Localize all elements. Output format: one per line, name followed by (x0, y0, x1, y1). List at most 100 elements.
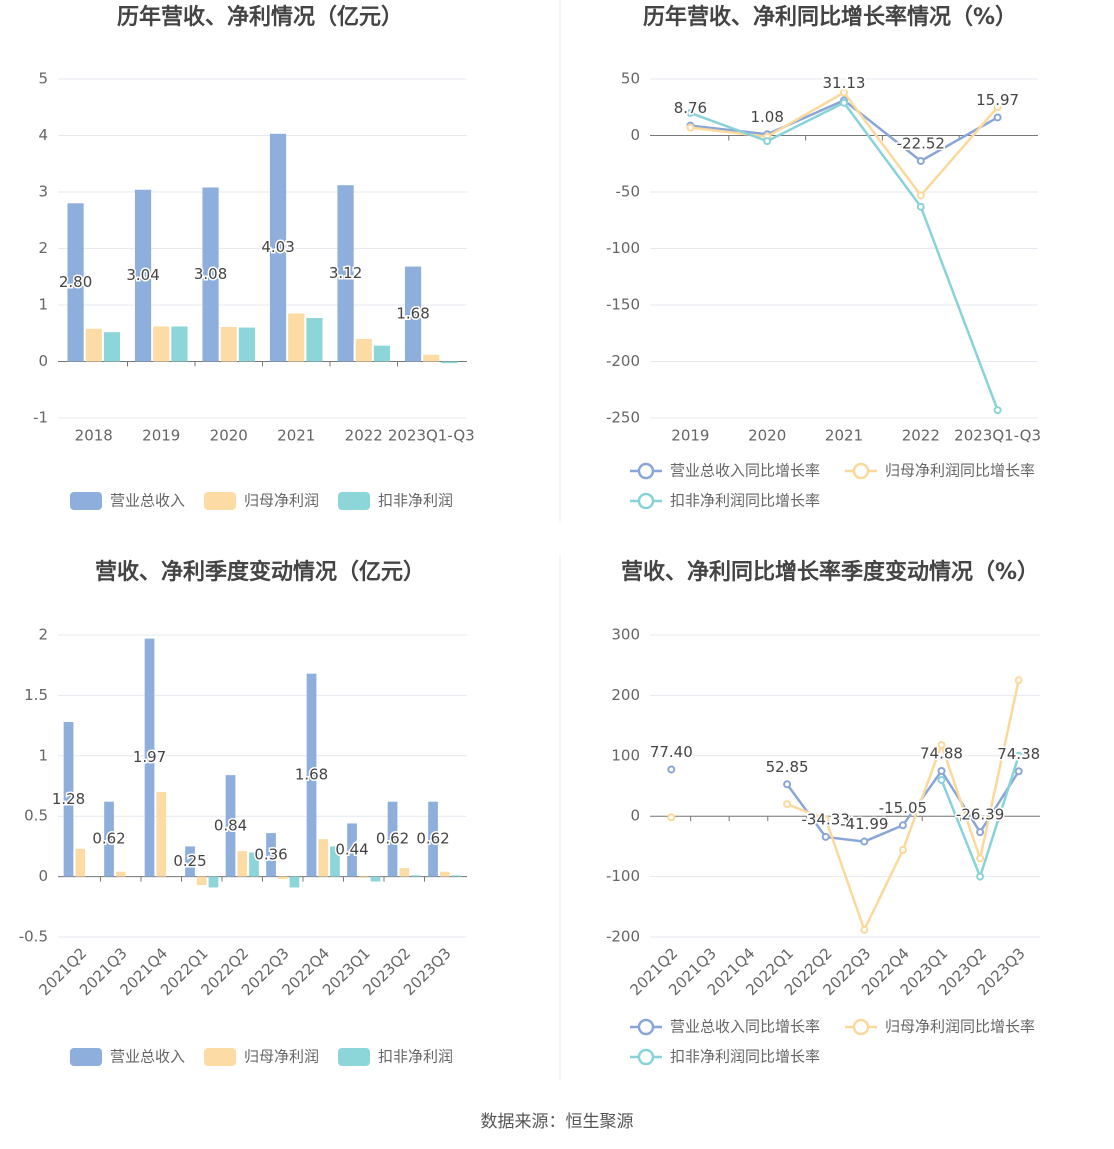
y-tick-label: 0 (630, 126, 640, 144)
data-label: 0.44 (335, 841, 368, 859)
point (993, 103, 1002, 112)
bar (171, 326, 188, 362)
data-label: 74.38 (997, 745, 1040, 763)
x-tick-label: 2018 (75, 427, 113, 445)
x-tick-label: 2021 (825, 427, 863, 445)
data-label: 1.68 (295, 766, 328, 784)
y-tick-label: 1 (38, 746, 48, 764)
bar (67, 203, 84, 362)
data-label: 2.80 (59, 273, 92, 291)
point (667, 813, 676, 822)
bar (337, 185, 354, 362)
x-tick-label: 2019 (671, 427, 709, 445)
legend-label: 营业总收入同比增长率 (670, 1018, 820, 1036)
bar (185, 846, 195, 877)
point (993, 113, 1002, 122)
y-tick-label: -200 (606, 352, 640, 370)
y-tick-label: -1 (33, 409, 48, 427)
legend-label: 营业总收入同比增长率 (670, 462, 820, 480)
data-label: 0.36 (254, 845, 287, 863)
chart-title: 营收、净利季度变动情况（亿元） (95, 559, 425, 585)
bar (288, 313, 305, 362)
point (898, 821, 907, 830)
chart-title: 历年营收、净利情况（亿元） (117, 4, 403, 30)
y-tick-label: 300 (611, 626, 640, 644)
point (686, 108, 695, 117)
bar (318, 839, 329, 877)
point (783, 780, 792, 789)
bar (103, 332, 121, 362)
legend-label: 扣非净利润 (378, 1048, 453, 1066)
data-label: 1.97 (133, 748, 166, 766)
y-tick-label: 2 (38, 626, 48, 644)
point (937, 740, 946, 749)
y-tick-label: 5 (38, 70, 48, 88)
data-label: 0.62 (376, 830, 409, 848)
point (840, 88, 848, 97)
y-tick-label: -250 (606, 409, 640, 427)
y-tick-label: -150 (606, 296, 640, 314)
x-tick-label: 2022 (902, 427, 940, 445)
data-label: 3.08 (194, 265, 227, 283)
legend-label: 扣非净利润同比增长率 (670, 1048, 820, 1066)
point (783, 800, 792, 809)
y-tick-label: 100 (611, 746, 640, 764)
x-tick-label: 2019 (142, 427, 180, 445)
legend-label: 营业总收入 (110, 492, 185, 510)
chart-title: 历年营收、净利同比增长率情况（%） (643, 4, 1017, 30)
data-label: -26.39 (956, 806, 1004, 824)
y-tick-label: -200 (606, 928, 640, 946)
bar (399, 868, 410, 877)
bar (441, 361, 458, 364)
x-tick-label: 2022 (345, 427, 383, 445)
y-tick-label: 4 (38, 126, 48, 144)
bar (404, 266, 422, 362)
legend-swatch (338, 1048, 370, 1066)
y-tick-label: 0 (630, 807, 640, 825)
bar (153, 326, 170, 362)
data-label: 0.62 (416, 830, 449, 848)
y-tick-label: 0.5 (24, 807, 48, 825)
point (860, 925, 869, 934)
data-label: -41.99 (840, 815, 888, 833)
x-tick-label: 2023Q1-Q3 (388, 427, 475, 445)
point (976, 828, 985, 837)
bar (202, 187, 219, 362)
bar (75, 848, 86, 877)
bar (370, 876, 381, 882)
legend-label: 归母净利润 (244, 492, 319, 510)
bar (451, 875, 462, 877)
point (1014, 676, 1023, 685)
legend-label: 归母净利润 (244, 1048, 319, 1066)
point (916, 156, 925, 165)
y-tick-label: 50 (621, 70, 640, 88)
x-tick-label: 2021 (277, 427, 315, 445)
y-tick-label: 2 (38, 239, 48, 257)
data-label: 1.08 (750, 108, 783, 126)
data-label: 3.12 (329, 264, 362, 282)
point (840, 98, 848, 107)
data-label: 15.97 (976, 91, 1019, 109)
legend-label: 扣非净利润同比增长率 (670, 492, 820, 510)
point (1014, 751, 1023, 760)
bar (423, 354, 440, 362)
bar (269, 133, 287, 362)
bar (306, 317, 323, 362)
y-tick-label: -100 (606, 239, 640, 257)
legend-swatch (204, 1048, 236, 1066)
bar (358, 876, 369, 878)
y-tick-label: 1 (38, 296, 48, 314)
bar (156, 792, 167, 877)
bar (249, 852, 259, 877)
chart-title: 营收、净利同比增长率季度变动情况（%） (621, 559, 1039, 585)
legend-marker (637, 492, 655, 510)
data-label: 1.68 (396, 305, 429, 323)
bar (63, 721, 74, 877)
data-label: 77.40 (650, 743, 693, 761)
legend-marker (852, 1018, 870, 1036)
y-tick-label: 200 (611, 686, 640, 704)
point (937, 775, 946, 784)
bar (330, 846, 340, 877)
data-label: 0.84 (214, 816, 247, 834)
data-label: 52.85 (766, 758, 809, 776)
